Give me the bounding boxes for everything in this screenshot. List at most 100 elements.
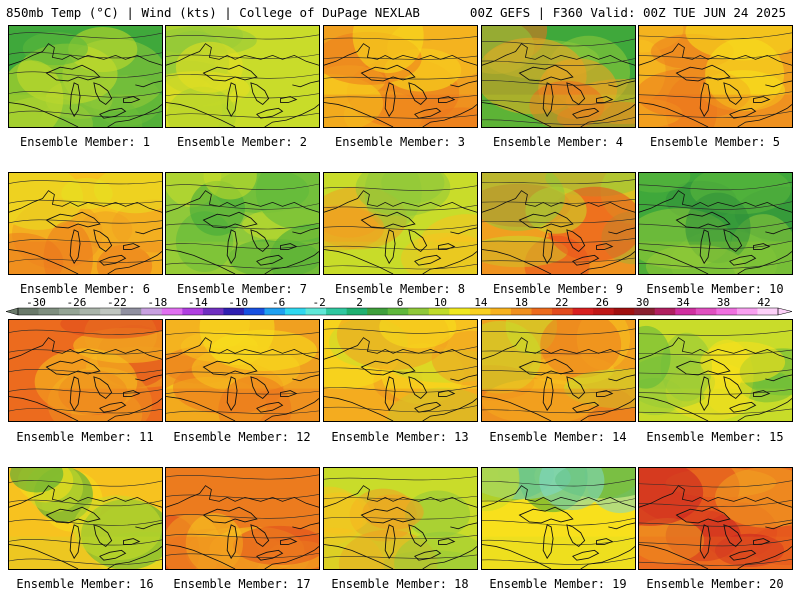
colorbar-swatch [387, 308, 409, 315]
colorbar-swatch [326, 308, 348, 315]
colorbar-swatch [736, 308, 758, 315]
temperature-field-map [482, 173, 635, 274]
coastline [482, 485, 635, 569]
colorbar-swatch [695, 308, 717, 315]
colorbar-swatch [408, 308, 430, 315]
temperature-field-map [166, 468, 319, 569]
colorbar-swatch [449, 308, 471, 315]
panel-label: Ensemble Member: 20 [646, 577, 784, 591]
ensemble-panel-7 [165, 172, 320, 275]
great-lakes-outline [202, 211, 298, 266]
great-lakes-outline [202, 64, 298, 119]
coastline [9, 190, 162, 274]
ensemble-panel-20 [638, 467, 793, 570]
panel-label: Ensemble Member: 4 [492, 135, 624, 149]
coastline [166, 43, 319, 127]
great-lakes-outline [518, 64, 614, 119]
ensemble-panel-5 [638, 25, 793, 128]
ensemble-panel-10 [638, 172, 793, 275]
panel-label: Ensemble Member: 12 [173, 430, 311, 444]
coastline [639, 43, 792, 127]
great-lakes-outline [45, 358, 141, 413]
panel-label: Ensemble Member: 5 [649, 135, 781, 149]
panel-label: Ensemble Member: 9 [492, 282, 624, 296]
temperature-field-map [324, 173, 477, 274]
temperature-field-map [9, 173, 162, 274]
ensemble-panel-3 [323, 25, 478, 128]
colorbar-swatch [675, 308, 697, 315]
panel-label: Ensemble Member: 11 [16, 430, 154, 444]
coastline [482, 337, 635, 421]
colorbar-tick-label: -2 [312, 296, 325, 309]
colorbar-tick-label: 6 [397, 296, 404, 309]
great-lakes-outline [675, 506, 771, 561]
colorbar-tick-label: 30 [636, 296, 649, 309]
ensemble-panel-13 [323, 319, 478, 422]
colorbar-tick-label: 38 [717, 296, 730, 309]
panel-label: Ensemble Member: 7 [176, 282, 308, 296]
temperature-field-map [324, 468, 477, 569]
temperature-field-map [166, 173, 319, 274]
panel-label: Ensemble Member: 1 [19, 135, 151, 149]
coastline [639, 485, 792, 569]
colorbar-swatch [428, 308, 450, 315]
ensemble-panel-15 [638, 319, 793, 422]
coastline [324, 190, 477, 274]
temperature-field-map [639, 173, 792, 274]
temperature-field-map [482, 468, 635, 569]
panel-label: Ensemble Member: 8 [334, 282, 466, 296]
temperature-field-map [324, 320, 477, 421]
coastline [324, 337, 477, 421]
ensemble-panel-11 [8, 319, 163, 422]
colorbar-swatch [223, 308, 245, 315]
colorbar-tick-label: 34 [676, 296, 690, 309]
colorbar-arrow-left [5, 307, 19, 316]
colorbar-arrow-right [777, 307, 793, 316]
great-lakes-outline [202, 506, 298, 561]
coastline [324, 485, 477, 569]
colorbar-tick-label: 42 [757, 296, 770, 309]
ensemble-panel-16 [8, 467, 163, 570]
coastline [166, 485, 319, 569]
colorbar-swatch [346, 308, 368, 315]
coastline [9, 43, 162, 127]
colorbar-swatch [243, 308, 265, 315]
colorbar-swatch [552, 308, 574, 315]
great-lakes-outline [675, 64, 771, 119]
coastline [482, 190, 635, 274]
ensemble-panel-18 [323, 467, 478, 570]
panel-label: Ensemble Member: 13 [331, 430, 469, 444]
coastline [166, 337, 319, 421]
colorbar-tick-label: 18 [515, 296, 528, 309]
colorbar-swatch [510, 308, 533, 315]
colorbar-swatch [305, 308, 327, 315]
colorbar-swatch [182, 308, 204, 315]
colorbar-swatch [59, 308, 81, 315]
coastline [9, 337, 162, 421]
temperature-field-map [482, 320, 635, 421]
colorbar-swatch [285, 308, 307, 315]
colorbar-swatch [634, 308, 656, 315]
colorbar: -30 -26 -22 -18 -14 -10 -6 -2 2 6 10 14 18 22 26 30 34 38… [5, 296, 793, 316]
panel-label: Ensemble Member: 10 [646, 282, 784, 296]
colorbar-tick-label: -14 [188, 296, 208, 309]
great-lakes-outline [675, 211, 771, 266]
chart-title: 850mb Temp (°C) | Wind (kts) | College o… [6, 5, 420, 20]
ensemble-panel-1 [8, 25, 163, 128]
colorbar-tick-label: 10 [434, 296, 447, 309]
panel-label: Ensemble Member: 19 [489, 577, 627, 591]
great-lakes-outline [360, 358, 456, 413]
temperature-field-map [9, 468, 162, 569]
colorbar-swatch [79, 308, 101, 315]
run-info: 00Z GEFS | F360 Valid: 00Z TUE JUN 24 20… [469, 5, 786, 20]
ensemble-panel-6 [8, 172, 163, 275]
coastline [639, 337, 792, 421]
colorbar-swatch [469, 308, 491, 315]
colorbar-swatch [161, 308, 183, 315]
colorbar-tick-label: 22 [555, 296, 568, 309]
temperature-field-map [166, 26, 319, 127]
ensemble-panel-9 [481, 172, 636, 275]
great-lakes-outline [45, 506, 141, 561]
ensemble-panel-2 [165, 25, 320, 128]
ensemble-panel-8 [323, 172, 478, 275]
